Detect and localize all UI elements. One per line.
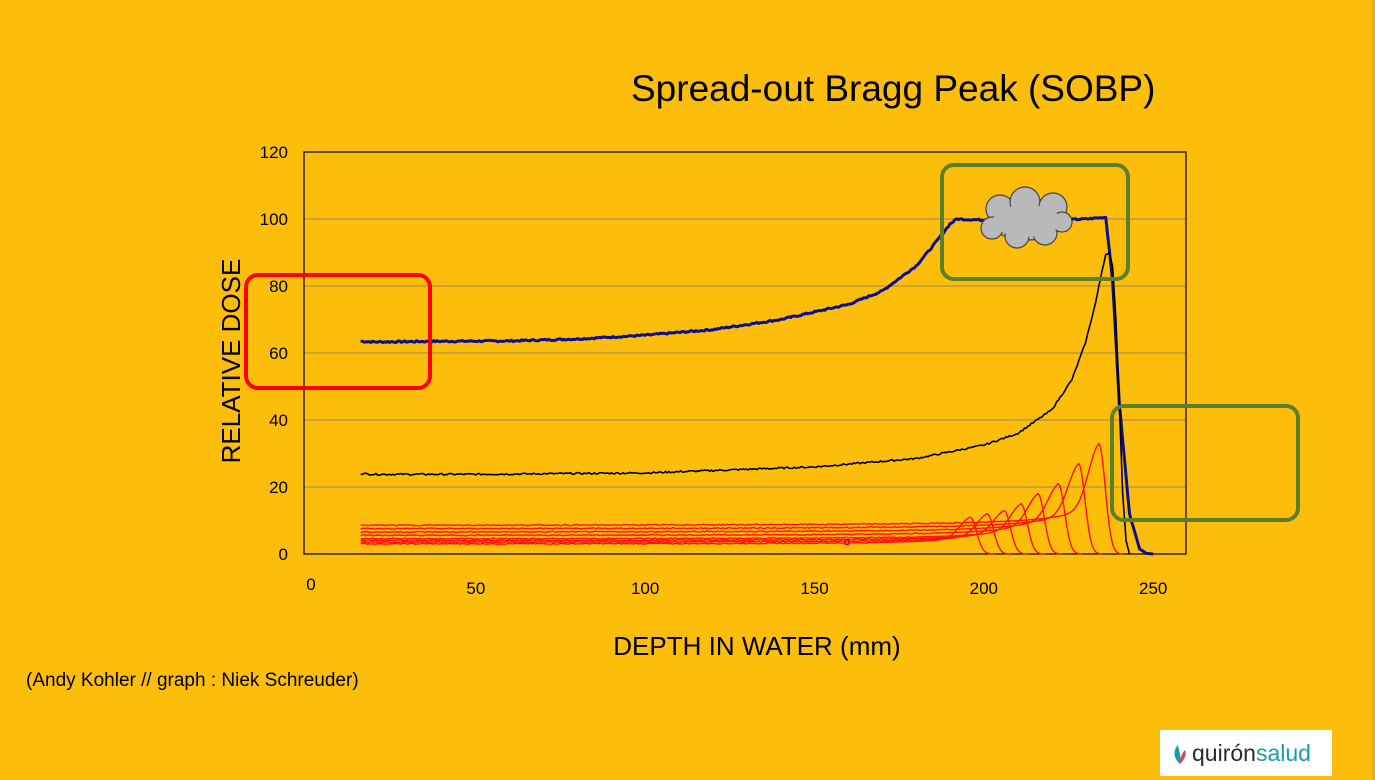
plot-area-frame [303, 151, 1187, 555]
y-tick-label: 0 [279, 545, 288, 564]
logo-leaf-icon [1174, 745, 1186, 764]
weighted-bragg-peaks [360, 442, 1123, 555]
company-logo: quirónsalud [1160, 730, 1332, 776]
bragg-peak-5 [360, 493, 1062, 555]
x-tick-label: 150 [800, 579, 828, 598]
plateau-highlight-box [940, 163, 1130, 281]
logo-wordmark-part-a: quirón [1192, 740, 1256, 766]
gridlines [304, 218, 1186, 488]
bragg-peak-8 [360, 442, 1123, 555]
bragg-peak-3 [360, 509, 1028, 555]
series-line-sobp [360, 216, 1154, 556]
y-axis-label: RELATIVE DOSE [216, 259, 246, 464]
bragg-peak-1 [360, 516, 995, 555]
y-tick-label: 20 [269, 478, 288, 497]
x-tick-label: 50 [466, 579, 485, 598]
cloud-icon [980, 186, 1073, 249]
series-lines [360, 216, 1154, 556]
series-line-pristine [360, 251, 1131, 555]
bragg-peak-4 [360, 503, 1045, 555]
x-tick-labels: 0 50 100 150 200 250 [306, 575, 1167, 598]
y-tick-label: 120 [260, 143, 288, 162]
bragg-peak-2 [360, 513, 1011, 555]
y-tick-labels: 0 20 40 60 80 100 120 [260, 143, 288, 564]
logo-wordmark-part-b: salud [1255, 740, 1311, 766]
distal-falloff-highlight-box [1110, 404, 1300, 522]
x-axis-label: DEPTH IN WATER (mm) [613, 631, 900, 661]
slide-title: Spread-out Bragg Peak (SOBP) [631, 68, 1156, 109]
y-tick-label: 80 [269, 277, 288, 296]
x-tick-label: 250 [1139, 579, 1167, 598]
x-tick-label: 0 [306, 575, 315, 594]
bragg-peak-7 [360, 462, 1103, 555]
y-tick-label: 60 [269, 344, 288, 363]
y-tick-label: 40 [269, 411, 288, 430]
entrance-dose-highlight-box [244, 273, 432, 390]
bragg-peak-6 [360, 482, 1083, 555]
y-tick-label: 100 [260, 210, 288, 229]
slide-edge [1372, 0, 1375, 780]
image-credit: (Andy Kohler // graph : Niek Schreuder) [26, 670, 359, 691]
x-tick-label: 200 [970, 579, 998, 598]
x-tick-label: 100 [631, 579, 659, 598]
logo-wordmark: quirónsalud [1192, 740, 1311, 767]
cursor-pointer-icon [842, 537, 852, 547]
